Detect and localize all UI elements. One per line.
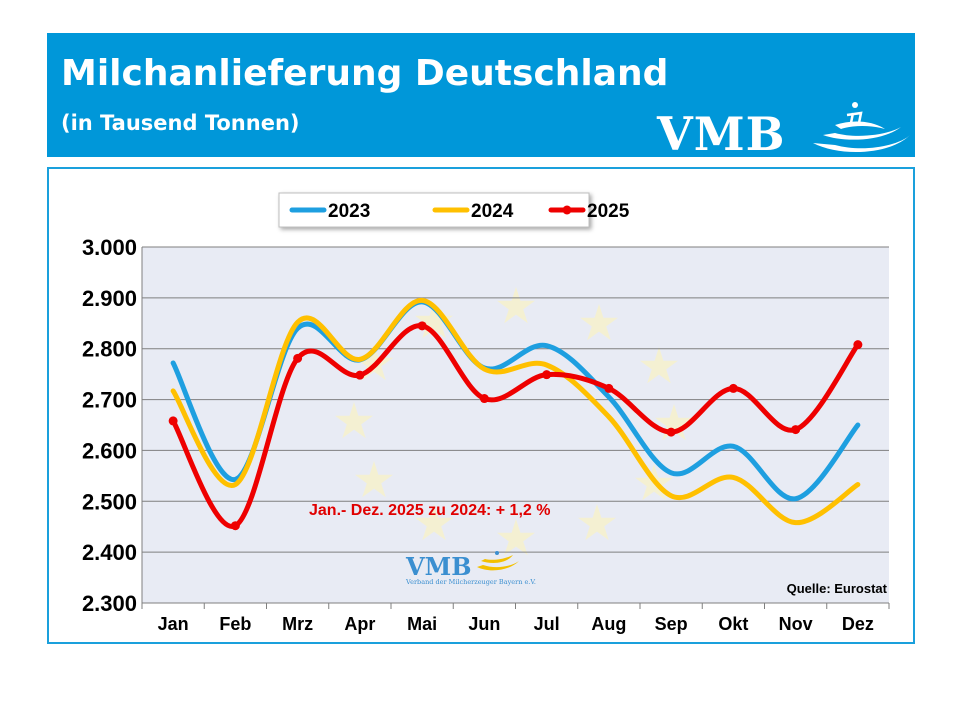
chart-frame: 3.000 2.900 2.800 2.700 2.600 2.500 2.400 2.300… — [47, 167, 915, 644]
x-axis: Jan Feb Mrz Apr Mai Jun Jul Aug Sep Okt Nov Dez — [141, 602, 890, 634]
small-vmb-logo: VMB Verband der Milcherzeuger Bayern e.V… — [405, 551, 536, 586]
data-point-2025 — [728, 383, 738, 393]
source-note: Quelle: Eurostat — [787, 581, 888, 596]
data-point-2025 — [417, 321, 427, 331]
x-tick-label: Jul — [534, 614, 560, 634]
y-tick-label: 2.800 — [82, 337, 137, 362]
data-point-2025 — [230, 521, 240, 531]
vmb-logo: VMB — [653, 99, 915, 157]
y-tick-label: 3.000 — [82, 235, 137, 260]
legend: 2023 2024 2025 — [278, 192, 630, 228]
data-point-2025 — [853, 340, 863, 350]
y-tick-label: 2.400 — [82, 540, 137, 565]
logo-swoosh-icon — [813, 102, 910, 153]
logo-text: VMB — [657, 107, 786, 157]
data-point-2025 — [479, 394, 489, 404]
line-chart: 3.000 2.900 2.800 2.700 2.600 2.500 2.400 2.300… — [82, 192, 890, 634]
y-tick-label: 2.500 — [82, 489, 137, 514]
legend-label-2024: 2024 — [471, 201, 514, 222]
comparison-annotation: Jan.- Dez. 2025 zu 2024: + 1,2 % — [309, 502, 550, 519]
legend-label-2025: 2025 — [587, 201, 630, 222]
x-tick-label: Jan — [158, 614, 189, 634]
x-tick-label: Apr — [344, 614, 375, 634]
y-tick-label: 2.300 — [82, 591, 137, 616]
data-point-2025 — [666, 427, 676, 437]
header-banner: Milchanlieferung Deutschland (in Tausend… — [47, 33, 915, 157]
x-tick-label: Jun — [468, 614, 500, 634]
data-point-2025 — [791, 425, 801, 435]
series-lines — [168, 297, 863, 531]
small-logo-text: VMB — [405, 552, 471, 581]
data-point-2025 — [168, 416, 178, 426]
legend-label-2023: 2023 — [328, 201, 370, 222]
x-tick-label: Okt — [718, 614, 748, 634]
y-tick-label: 2.700 — [82, 388, 137, 413]
small-logo-caption: Verband der Milcherzeuger Bayern e.V. — [405, 578, 536, 586]
data-point-2025 — [293, 353, 303, 363]
y-tick-label: 2.600 — [82, 438, 137, 463]
small-logo-dot — [495, 551, 499, 555]
legend-marker — [562, 205, 572, 215]
x-tick-label: Aug — [591, 614, 626, 634]
x-tick-label: Nov — [779, 614, 813, 634]
y-axis: 3.000 2.900 2.800 2.700 2.600 2.500 2.400 2.300 — [82, 235, 143, 616]
data-point-2025 — [355, 370, 365, 380]
data-point-2025 — [604, 383, 614, 393]
y-tick-label: 2.900 — [82, 286, 137, 311]
x-tick-label: Mrz — [282, 614, 313, 634]
x-tick-label: Sep — [655, 614, 688, 634]
chart-subtitle: (in Tausend Tonnen) — [61, 111, 300, 135]
data-point-2025 — [542, 370, 552, 380]
small-logo-swoosh-icon — [477, 555, 519, 571]
x-tick-label: Dez — [842, 614, 874, 634]
chart-title: Milchanlieferung Deutschland — [61, 53, 669, 94]
x-tick-label: Feb — [219, 614, 251, 634]
series-line-2024 — [170, 297, 861, 526]
x-tick-label: Mai — [407, 614, 437, 634]
